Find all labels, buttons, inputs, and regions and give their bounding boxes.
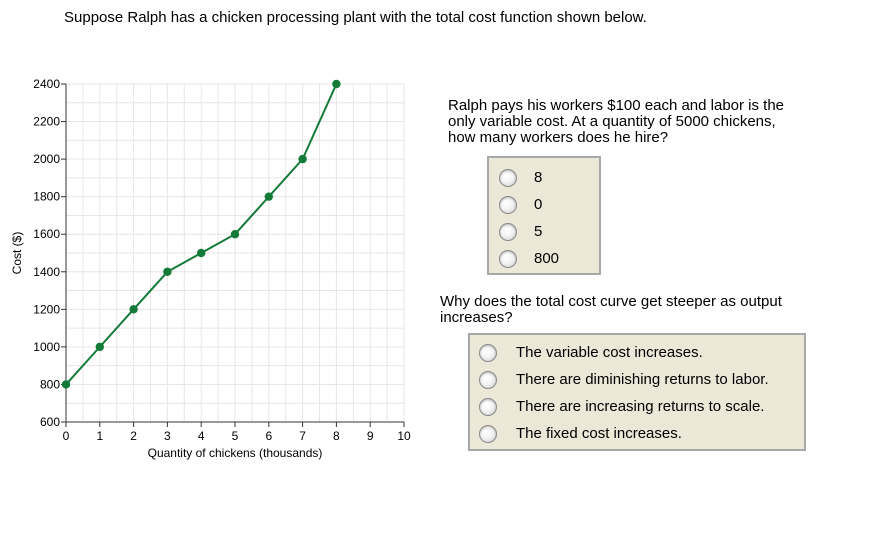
option-label: There are increasing returns to scale. bbox=[516, 398, 765, 415]
data-point bbox=[61, 380, 71, 389]
question-2-option-3[interactable]: There are increasing returns to scale. bbox=[470, 393, 804, 420]
data-point bbox=[264, 192, 273, 201]
data-point bbox=[95, 342, 105, 352]
x-tick-label: 1 bbox=[96, 429, 103, 443]
data-point bbox=[197, 248, 206, 258]
radio-button-icon[interactable] bbox=[479, 343, 497, 362]
intro-text: Suppose Ralph has a chicken processing p… bbox=[64, 9, 647, 26]
x-tick-label: 8 bbox=[333, 429, 340, 443]
question-2-options: The variable cost increases. There are d… bbox=[468, 333, 806, 451]
x-tick-label: 10 bbox=[397, 429, 411, 443]
y-tick-label: 2000 bbox=[33, 152, 60, 166]
option-label: 0 bbox=[534, 196, 543, 213]
question-1-option-2[interactable]: 0 bbox=[489, 191, 599, 218]
option-label: The fixed cost increases. bbox=[516, 425, 682, 442]
question-1-text: Ralph pays his workers $100 each and lab… bbox=[448, 97, 785, 146]
total-cost-chart: 0 1 2 3 4 5 6 7 8 9 10 600 800 1000 1200 1400 1600 1800 20… bbox=[10, 77, 411, 460]
radio-button-icon[interactable] bbox=[479, 397, 497, 416]
radio-button-icon[interactable] bbox=[479, 370, 497, 389]
y-tick-label: 1400 bbox=[33, 265, 60, 279]
option-label: 5 bbox=[534, 223, 543, 240]
x-tick-label: 5 bbox=[232, 429, 239, 443]
data-point bbox=[129, 305, 138, 314]
option-label: 8 bbox=[534, 169, 543, 186]
data-point bbox=[163, 267, 172, 276]
y-tick-label: 2200 bbox=[33, 115, 60, 129]
x-tick-label: 4 bbox=[198, 429, 205, 443]
radio-button-icon[interactable] bbox=[499, 222, 517, 241]
radio-button-icon[interactable] bbox=[499, 195, 517, 214]
radio-button-icon[interactable] bbox=[499, 249, 517, 268]
question-1-option-3[interactable]: 5 bbox=[489, 218, 599, 245]
radio-button-icon[interactable] bbox=[479, 424, 497, 443]
radio-button-icon[interactable] bbox=[499, 168, 517, 187]
x-tick-label: 0 bbox=[63, 429, 70, 443]
y-tick-label: 2400 bbox=[33, 77, 60, 91]
y-tick-label: 1000 bbox=[33, 340, 60, 354]
y-tick-label: 800 bbox=[40, 377, 60, 391]
x-tick-label: 2 bbox=[130, 429, 137, 443]
question-2-text: Why does the total cost curve get steepe… bbox=[440, 293, 782, 326]
x-tick-label: 3 bbox=[164, 429, 171, 443]
question-2-option-4[interactable]: The fixed cost increases. bbox=[470, 420, 804, 447]
question-1-option-1[interactable]: 8 bbox=[489, 164, 599, 191]
question-1-options: 8 0 5 800 bbox=[487, 156, 601, 275]
y-axis-label: Cost ($) bbox=[10, 232, 24, 275]
question-2-option-2[interactable]: There are diminishing returns to labor. bbox=[470, 366, 804, 393]
x-tick-label: 6 bbox=[265, 429, 272, 443]
x-tick-label: 7 bbox=[299, 429, 306, 443]
question-2-option-1[interactable]: The variable cost increases. bbox=[470, 339, 804, 366]
option-label: There are diminishing returns to labor. bbox=[516, 371, 769, 388]
option-label: 800 bbox=[534, 250, 560, 267]
y-tick-label: 1800 bbox=[33, 190, 60, 204]
y-tick-label: 1200 bbox=[33, 302, 60, 316]
x-tick-label: 9 bbox=[367, 429, 374, 443]
data-point bbox=[298, 154, 307, 164]
data-point bbox=[230, 230, 240, 239]
x-axis-label: Quantity of chickens (thousands) bbox=[148, 446, 323, 460]
data-point bbox=[332, 79, 341, 89]
y-tick-label: 1600 bbox=[33, 227, 60, 241]
question-1-option-4[interactable]: 800 bbox=[489, 245, 599, 272]
y-tick-label: 600 bbox=[40, 415, 60, 429]
option-label: The variable cost increases. bbox=[516, 344, 703, 361]
